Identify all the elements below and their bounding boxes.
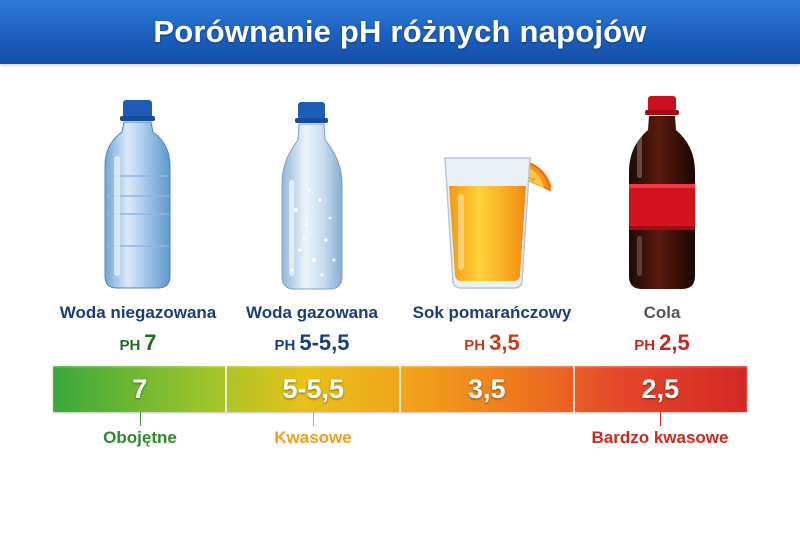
ph-prefix: PH [119,337,141,354]
ph-value: 3,5 [489,330,520,355]
drink-ph-orange-juice: PH 3,5 [402,330,582,356]
ph-value: 5-5,5 [299,330,350,355]
scale-segment-cola: 2,5 [641,373,680,404]
scale-segment-neutral: 7 [132,373,148,404]
scale-divider [225,366,227,412]
tick-mark [313,412,314,426]
tick-mark [660,412,661,426]
cola-bottle-icon [629,96,695,289]
drink-name-sparkling-water: Woda gazowana [246,303,378,322]
category-neutral: Obojętne [103,428,177,447]
scale-divider [399,366,401,412]
ph-scale-bar: 7 5-5,5 3,5 2,5 [53,366,747,412]
drink-ph-still-water: PH 7 [48,330,228,356]
ph-value: 7 [144,330,157,355]
ph-prefix: PH [274,337,296,354]
category-acidic: Kwasowe [274,428,352,447]
tick-mark [140,412,141,426]
scale-segment-sparkling: 5-5,5 [282,373,345,404]
page-title: Porównanie pH różnych napojów [153,14,647,49]
still-water-bottle-icon [104,100,171,289]
drink-name-cola: Cola [643,303,681,322]
scale-divider [572,366,575,412]
ph-prefix: PH [634,337,656,354]
header-banner: Porównanie pH różnych napojów [0,0,800,64]
drink-ph-cola: PH 2,5 [572,330,752,356]
ph-value: 2,5 [659,330,690,355]
drink-ph-sparkling-water: PH 5-5,5 [222,330,402,356]
sparkling-water-bottle-icon [281,102,343,290]
category-very-acidic: Bardzo kwasowe [591,428,729,447]
ph-prefix: PH [464,337,486,354]
drink-name-orange-juice: Sok pomarańczowy [412,303,572,322]
orange-juice-glass-icon [444,157,552,289]
scale-segment-juice: 3,5 [467,373,506,404]
drink-name-still-water: Woda niegazowana [59,303,217,322]
